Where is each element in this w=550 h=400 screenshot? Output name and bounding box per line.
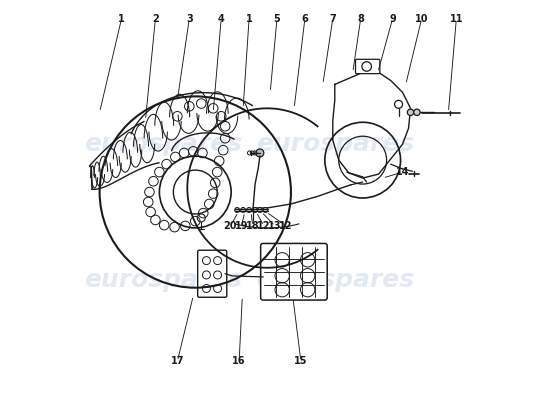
Text: 17: 17 — [170, 356, 184, 366]
Text: 12: 12 — [257, 221, 271, 231]
Text: 3: 3 — [186, 14, 192, 24]
Circle shape — [252, 208, 257, 212]
Circle shape — [257, 208, 262, 212]
Circle shape — [414, 109, 420, 116]
FancyBboxPatch shape — [261, 244, 327, 300]
Text: 11: 11 — [449, 14, 463, 24]
Circle shape — [247, 208, 251, 212]
Text: 7: 7 — [329, 14, 336, 24]
Text: 12: 12 — [279, 221, 293, 231]
Circle shape — [235, 208, 239, 212]
Text: eurospares: eurospares — [256, 132, 414, 156]
Circle shape — [256, 149, 264, 157]
Text: 20: 20 — [224, 221, 237, 231]
Text: 1: 1 — [118, 14, 125, 24]
Circle shape — [263, 208, 268, 212]
Text: 2: 2 — [152, 14, 159, 24]
Text: 8: 8 — [358, 14, 364, 24]
FancyBboxPatch shape — [355, 59, 380, 74]
FancyBboxPatch shape — [197, 250, 227, 297]
Text: eurospares: eurospares — [84, 132, 243, 156]
Text: 10: 10 — [415, 14, 428, 24]
Text: 9: 9 — [389, 14, 396, 24]
Text: 5: 5 — [273, 14, 281, 24]
Text: 14: 14 — [396, 167, 409, 177]
Text: eurospares: eurospares — [256, 268, 414, 292]
Text: 16: 16 — [232, 356, 246, 366]
Text: 4: 4 — [218, 14, 224, 24]
Text: 18: 18 — [246, 221, 260, 231]
Text: 19: 19 — [235, 221, 248, 231]
Text: 6: 6 — [301, 14, 308, 24]
Text: 1: 1 — [246, 14, 252, 24]
Text: 13: 13 — [268, 221, 282, 231]
Circle shape — [408, 109, 414, 116]
Circle shape — [241, 208, 245, 212]
Text: eurospares: eurospares — [84, 268, 243, 292]
Text: 15: 15 — [294, 356, 307, 366]
